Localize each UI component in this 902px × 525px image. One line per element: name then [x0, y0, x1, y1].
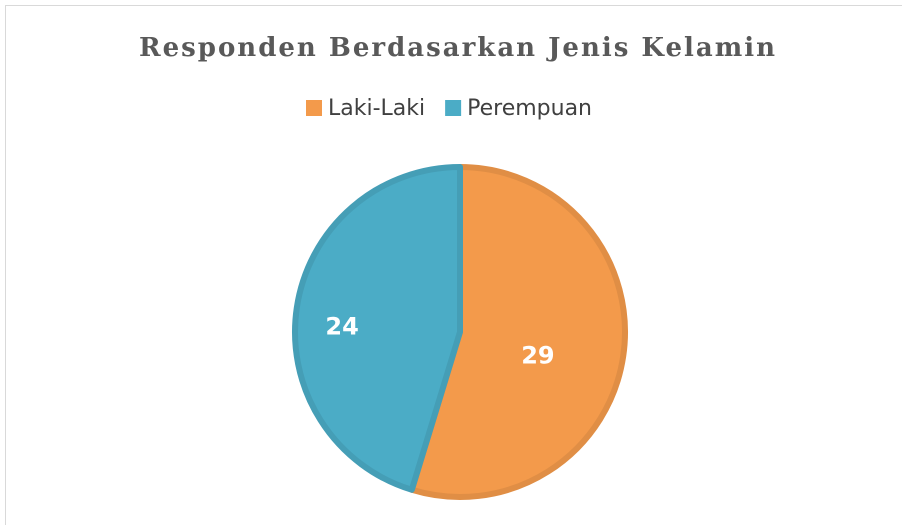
legend-swatch	[306, 100, 322, 116]
data-label: 29	[521, 342, 554, 370]
legend-swatch	[445, 100, 462, 116]
legend: Laki-Laki Perempuan	[306, 96, 592, 121]
chart-title: Responden Berdasarkan Jenis Kelamin	[139, 33, 777, 63]
pie-slice	[408, 164, 628, 500]
pie-slice	[292, 164, 463, 493]
pie: 29 24	[292, 164, 628, 500]
legend-label: Perempuan	[467, 96, 592, 121]
legend-label: Laki-Laki	[328, 96, 425, 121]
data-label: 24	[325, 312, 358, 340]
